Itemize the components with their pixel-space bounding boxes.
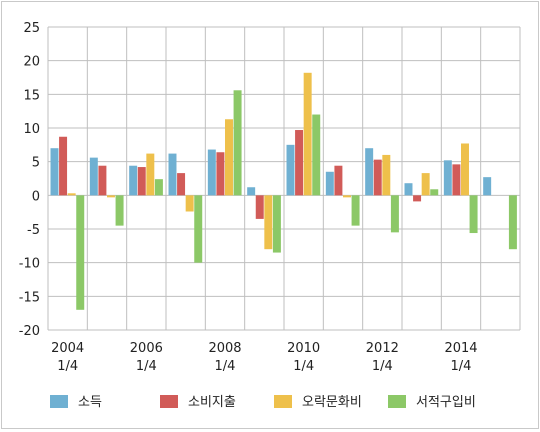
- bar: [312, 114, 321, 196]
- bar: [303, 72, 312, 196]
- bar: [233, 90, 242, 196]
- bar: [351, 195, 360, 226]
- bar: [177, 173, 186, 196]
- bar: [483, 177, 492, 196]
- legend-swatch: [388, 395, 406, 408]
- bar: [452, 164, 461, 196]
- bar: [334, 165, 343, 196]
- bar: [413, 195, 422, 202]
- y-tick-label: -15: [19, 290, 40, 305]
- x-tick-quarter: 1/4: [451, 359, 472, 374]
- y-tick-label: -10: [19, 257, 40, 272]
- bar: [264, 195, 273, 250]
- bar: [247, 187, 256, 196]
- bar: [50, 148, 59, 196]
- x-tick-year: 2004: [51, 341, 84, 356]
- bar: [461, 143, 469, 196]
- bar: [207, 149, 216, 196]
- bar: [272, 195, 281, 253]
- y-tick-label: 15: [23, 88, 40, 103]
- bar: [225, 119, 233, 196]
- bar: [129, 165, 138, 196]
- bar: [216, 152, 225, 196]
- x-tick-year: 2008: [208, 341, 241, 356]
- legend-swatch: [160, 395, 178, 408]
- legend-label: 소득: [78, 395, 102, 410]
- bar: [76, 195, 85, 310]
- x-tick-year: 2012: [366, 341, 399, 356]
- bar: [382, 154, 391, 196]
- bar: [146, 153, 155, 196]
- bar: [115, 195, 124, 226]
- y-tick-label: -20: [19, 324, 40, 339]
- x-tick-quarter: 1/4: [372, 359, 393, 374]
- bar: [137, 167, 146, 196]
- bar: [365, 148, 374, 196]
- bar: [325, 171, 334, 196]
- bar: [421, 173, 430, 196]
- legend-label: 오락문화비: [302, 395, 362, 410]
- legend-label: 소비지출: [188, 395, 236, 410]
- x-tick-quarter: 1/4: [215, 359, 236, 374]
- bar: [469, 195, 478, 234]
- bar: [107, 195, 115, 198]
- x-tick-year: 2006: [130, 341, 163, 356]
- y-tick-label: -5: [27, 223, 40, 238]
- bar: [168, 153, 177, 196]
- bar: [373, 159, 382, 196]
- bar: [404, 183, 413, 196]
- axis-layer: -20 -15 -10 -5 0 5 10 15 20 25 2004 1/4 2006 1/4 2008 1…: [19, 21, 478, 374]
- legend-label: 서적구입비: [416, 395, 476, 410]
- y-tick-label: 25: [23, 21, 40, 36]
- bars-layer: [50, 72, 517, 310]
- bar: [508, 195, 517, 250]
- bar: [255, 195, 264, 219]
- y-tick-label: 5: [32, 156, 40, 171]
- x-tick-quarter: 1/4: [57, 359, 78, 374]
- x-tick-quarter: 1/4: [136, 359, 157, 374]
- bar: [98, 165, 107, 196]
- y-tick-label: 10: [23, 122, 40, 137]
- bar: [443, 160, 452, 196]
- y-tick-label: 20: [23, 55, 40, 70]
- legend-swatch: [274, 395, 292, 408]
- bar-chart: -20 -15 -10 -5 0 5 10 15 20 25 2004 1/4 2006 1/4 2008 1…: [19, 21, 521, 410]
- bar: [430, 189, 439, 196]
- bar: [59, 136, 68, 196]
- bar: [67, 193, 76, 196]
- bar: [390, 195, 399, 233]
- x-tick-year: 2014: [444, 341, 477, 356]
- bar: [194, 195, 203, 263]
- bar: [89, 157, 98, 196]
- bar: [185, 195, 194, 212]
- bar: [154, 179, 163, 196]
- x-tick-year: 2010: [287, 341, 320, 356]
- y-tick-label: 0: [32, 189, 40, 204]
- grid-layer: [47, 26, 521, 331]
- bar: [343, 195, 351, 198]
- bar: [295, 130, 304, 196]
- legend-swatch: [50, 395, 68, 408]
- x-tick-quarter: 1/4: [293, 359, 314, 374]
- bar: [286, 144, 295, 196]
- legend: 소득 소비지출 오락문화비 서적구입비: [50, 395, 476, 410]
